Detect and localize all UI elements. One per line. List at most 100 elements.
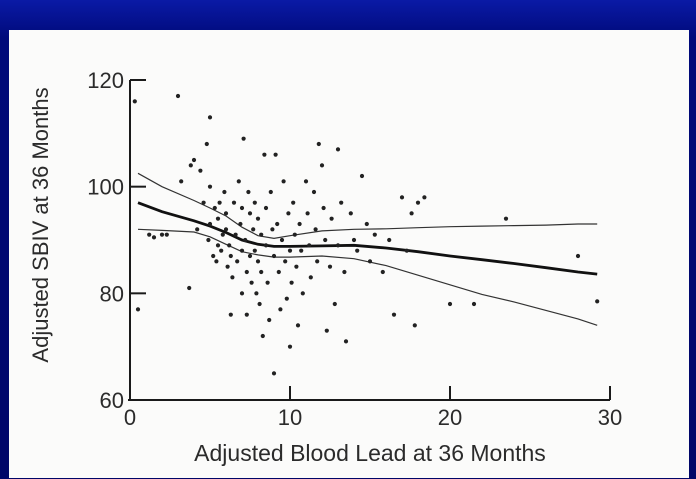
data-point (292, 232, 297, 237)
data-point (276, 269, 281, 275)
data-point (228, 253, 233, 259)
data-point (412, 323, 417, 328)
data-point (207, 221, 213, 227)
x-axis-label: Adjusted Blood Lead at 36 Months (194, 440, 546, 466)
fit-curve (137, 201, 598, 276)
data-point (151, 235, 157, 240)
y-axis-label: Adjusted SBIV at 36 Months (28, 87, 53, 362)
data-point (215, 243, 221, 248)
data-point (238, 221, 243, 227)
data-point (265, 280, 270, 285)
data-point (308, 275, 313, 280)
data-point (307, 243, 312, 248)
data-point (278, 307, 283, 312)
data-point (315, 259, 320, 264)
data-point (275, 221, 280, 227)
data-point (294, 264, 299, 269)
data-point (279, 237, 285, 243)
data-point (175, 93, 181, 99)
data-point (335, 243, 341, 248)
data-point (239, 248, 245, 253)
data-point (316, 141, 321, 147)
data-point (342, 269, 347, 275)
data-point (348, 211, 353, 216)
data-point (273, 152, 278, 157)
data-point (332, 301, 337, 307)
data-point (236, 179, 241, 184)
ci-upper-line (137, 172, 598, 240)
data-point (223, 227, 229, 232)
data-point (244, 269, 249, 275)
data-point (260, 333, 265, 339)
data-point (503, 216, 509, 221)
data-point (263, 243, 269, 248)
data-point (257, 301, 262, 307)
data-point (219, 248, 224, 253)
data-point (259, 269, 264, 275)
y-tick-label: 100 (87, 175, 124, 200)
data-point (241, 136, 246, 141)
data-point (351, 237, 357, 243)
data-point (227, 243, 232, 248)
x-tick-label: 30 (598, 405, 622, 430)
data-point (132, 99, 137, 104)
data-point (225, 264, 230, 269)
data-point (471, 301, 477, 307)
axes (128, 80, 610, 401)
data-point (191, 157, 197, 163)
data-point (235, 259, 240, 264)
data-point (204, 141, 209, 147)
data-point (380, 269, 385, 275)
data-points (132, 93, 600, 376)
data-point (447, 301, 453, 307)
data-point (303, 179, 309, 184)
data-point (252, 248, 257, 253)
x-tick-label: 0 (124, 405, 136, 430)
data-point (254, 291, 259, 296)
data-point (246, 189, 251, 195)
data-point (271, 371, 277, 376)
data-point (164, 232, 169, 237)
ci-lower-line (137, 228, 598, 326)
data-point (387, 237, 392, 243)
data-point (159, 232, 165, 237)
data-point (239, 205, 245, 211)
data-point (299, 248, 304, 253)
data-point (249, 280, 254, 285)
data-point (287, 344, 293, 349)
data-point (259, 232, 264, 237)
data-point (297, 221, 302, 227)
data-point (415, 200, 421, 205)
data-point (207, 184, 213, 189)
data-point (391, 312, 397, 317)
data-point (595, 299, 600, 304)
data-point (263, 205, 269, 211)
data-point (319, 163, 325, 168)
data-point (286, 211, 291, 216)
data-point (222, 189, 227, 195)
data-point (268, 189, 273, 195)
data-point (324, 328, 329, 333)
data-point (214, 259, 219, 264)
data-point (329, 216, 334, 221)
slide-panel (9, 30, 689, 478)
data-point (422, 195, 427, 200)
data-point (372, 232, 377, 237)
data-point (220, 232, 225, 237)
data-point (359, 173, 365, 179)
data-point (179, 179, 184, 184)
data-point (399, 195, 405, 200)
data-point (212, 205, 217, 211)
data-point (281, 179, 286, 184)
data-point (206, 237, 211, 243)
data-point (284, 296, 289, 301)
data-point (335, 147, 341, 152)
data-point (233, 232, 238, 237)
data-point (311, 189, 317, 195)
data-point (313, 227, 318, 232)
data-point (323, 237, 328, 243)
data-point (252, 200, 257, 205)
data-point (305, 211, 310, 216)
data-point (321, 205, 326, 211)
